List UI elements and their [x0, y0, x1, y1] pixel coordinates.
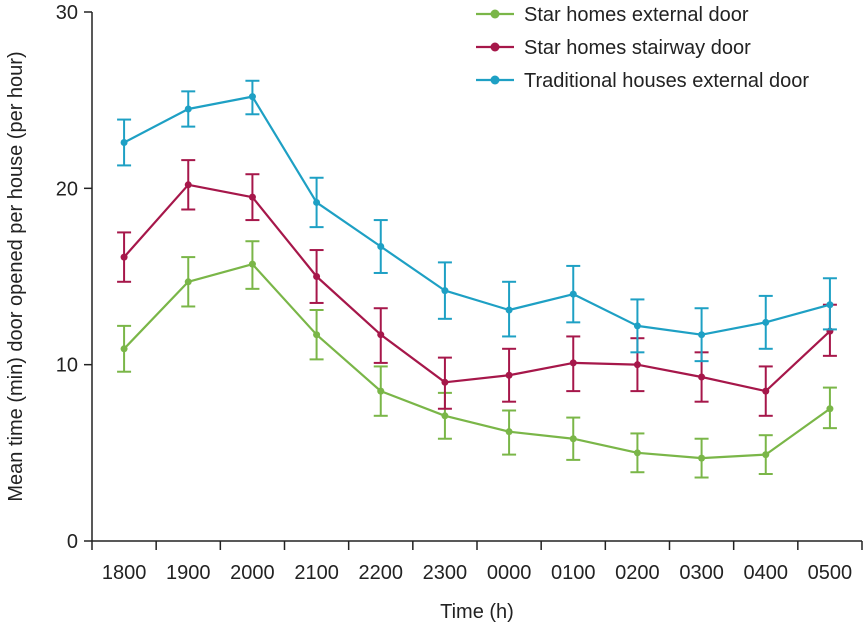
data-point — [184, 181, 192, 189]
data-point — [248, 93, 256, 101]
data-point — [569, 359, 577, 367]
legend-swatch-dot — [490, 42, 500, 52]
data-point — [826, 405, 834, 413]
series-line — [123, 95, 831, 336]
data-point — [569, 435, 577, 443]
data-point — [184, 105, 192, 113]
y-tick-label: 30 — [56, 2, 78, 24]
x-tick-label: 0000 — [487, 562, 532, 584]
x-tick-label: 1900 — [166, 562, 211, 584]
data-point — [313, 331, 321, 339]
legend-swatch-dot — [490, 9, 500, 19]
legend-item: Star homes stairway door — [476, 37, 751, 59]
data-point — [441, 378, 449, 386]
x-tick-label: 0300 — [679, 562, 724, 584]
series-1 — [117, 240, 837, 479]
series-2 — [117, 159, 837, 417]
x-tick-label: 2000 — [230, 562, 275, 584]
x-tick-label: 2100 — [294, 562, 339, 584]
data-point — [505, 371, 513, 379]
x-tick-label: 2300 — [423, 562, 468, 584]
data-point — [120, 253, 128, 261]
x-tick-label: 0100 — [551, 562, 596, 584]
series-layer — [117, 79, 837, 479]
data-point — [762, 318, 770, 326]
legend-label: Traditional houses external door — [524, 70, 809, 92]
x-tick-label: 1800 — [102, 562, 147, 584]
y-tick-label: 0 — [67, 531, 78, 553]
data-point — [698, 331, 706, 339]
series-line — [123, 183, 831, 393]
series-line — [123, 263, 831, 460]
legend-label: Star homes external door — [524, 4, 749, 26]
series-3 — [117, 79, 837, 363]
x-tick-label: 0200 — [615, 562, 660, 584]
x-tick-label: 2200 — [359, 562, 404, 584]
y-axis-title: Mean time (min) door opened per house (p… — [5, 51, 27, 501]
data-point — [248, 193, 256, 201]
x-axis-title: Time (h) — [440, 601, 514, 623]
data-point — [698, 454, 706, 462]
data-point — [120, 138, 128, 146]
data-point — [698, 373, 706, 381]
x-tick-label: 0400 — [744, 562, 789, 584]
data-point — [633, 449, 641, 457]
data-point — [377, 331, 385, 339]
y-tick-label: 20 — [56, 178, 78, 200]
data-point — [633, 361, 641, 369]
data-point — [184, 278, 192, 286]
legend: Star homes external door Star homes stair… — [476, 4, 809, 92]
data-point — [441, 412, 449, 420]
legend-swatch-dot — [490, 75, 500, 85]
data-point — [248, 260, 256, 268]
data-point — [441, 287, 449, 295]
data-point — [313, 198, 321, 206]
x-tick-label: 0500 — [808, 562, 853, 584]
data-point — [569, 290, 577, 298]
data-point — [377, 243, 385, 251]
y-tick-label: 10 — [56, 355, 78, 377]
legend-item: Star homes external door — [476, 4, 749, 26]
axes: 0 10 20 30 1800 1900 2000 2100 2200 2300 0000 0100 0… — [56, 2, 863, 584]
data-point — [505, 306, 513, 314]
data-point — [762, 451, 770, 459]
legend-item: Traditional houses external door — [476, 70, 809, 92]
data-point — [377, 387, 385, 395]
data-point — [505, 428, 513, 436]
data-point — [120, 345, 128, 353]
data-point — [762, 387, 770, 395]
data-point — [633, 322, 641, 330]
legend-label: Star homes stairway door — [524, 37, 751, 59]
data-point — [826, 301, 834, 309]
data-point — [313, 273, 321, 280]
